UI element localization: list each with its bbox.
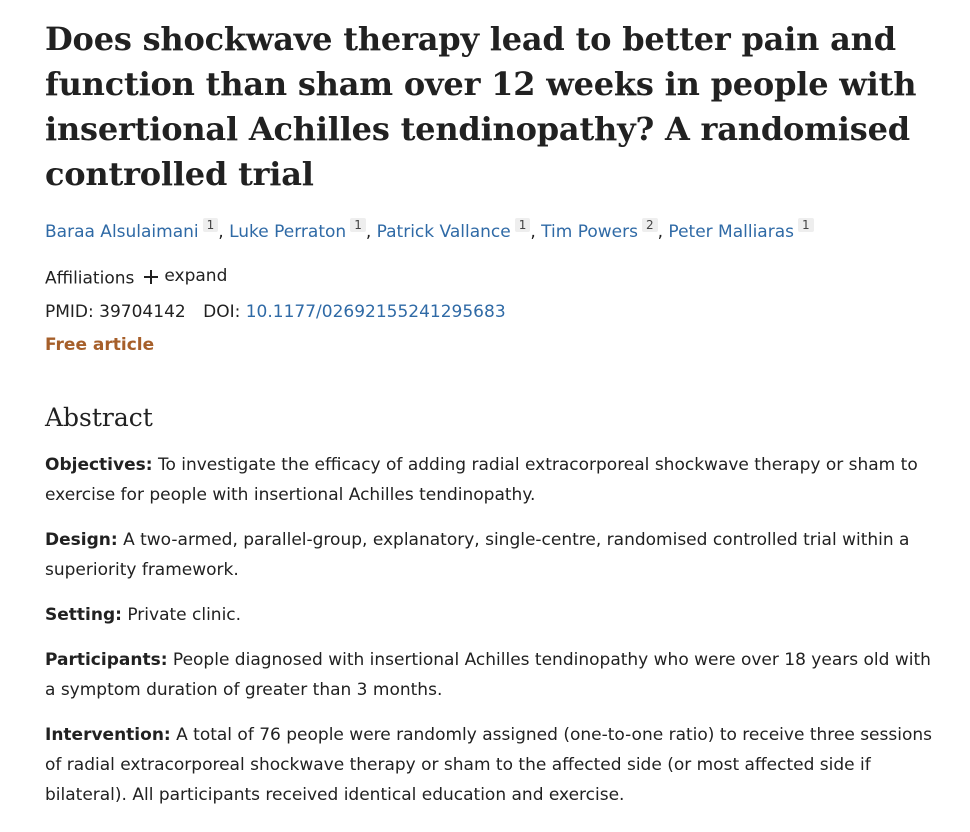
free-article-badge: Free article — [45, 334, 155, 355]
author-link[interactable]: Luke Perraton — [229, 222, 347, 242]
section-text: People diagnosed with insertional Achill… — [45, 649, 931, 700]
affiliation-number[interactable]: 1 — [514, 218, 531, 232]
section-label: Design: — [45, 529, 118, 550]
section-label: Intervention: — [45, 724, 171, 745]
plus-icon — [144, 269, 159, 284]
author-separator: , — [365, 222, 372, 242]
affiliation-number[interactable]: 2 — [641, 218, 658, 232]
abstract-section: Participants: People diagnosed with inse… — [45, 645, 940, 705]
expand-label: expand — [164, 266, 228, 286]
abstract-section: Design: A two-armed, parallel-group, exp… — [45, 525, 940, 585]
author-separator: , — [530, 222, 536, 242]
section-label: Objectives: — [45, 454, 153, 475]
pmid-value: 39704142 — [99, 301, 186, 322]
abstract-section: Setting: Private clinic. — [45, 600, 940, 630]
doi-label: DOI: — [203, 301, 241, 322]
affiliation-number[interactable]: 1 — [350, 218, 366, 232]
expand-button[interactable]: expand — [144, 260, 227, 293]
article-page: Does shockwave therapy lead to better pa… — [45, 20, 940, 810]
doi-link[interactable]: 10.1177/02692155241295683 — [245, 301, 506, 322]
section-text: Private clinic. — [127, 604, 242, 625]
section-text: A two-armed, parallel-group, explanatory… — [45, 529, 910, 580]
identifiers-row: PMID: 39704142 DOI: 10.1177/026921552412… — [45, 296, 940, 329]
article-title: Does shockwave therapy lead to better pa… — [45, 20, 917, 193]
abstract-section: Objectives: To investigate the efficacy … — [45, 450, 940, 510]
author-link[interactable]: Baraa Alsulaimani — [45, 222, 199, 242]
author-separator: , — [218, 222, 224, 242]
affiliations-row: Affiliations expand — [45, 260, 940, 296]
section-label: Participants: — [45, 649, 168, 670]
section-text: A total of 76 people were randomly assig… — [45, 724, 932, 805]
section-text: To investigate the efficacy of adding ra… — [45, 454, 918, 505]
pmid-label: PMID: — [45, 301, 94, 322]
section-label: Setting: — [45, 604, 122, 625]
author-link[interactable]: Patrick Vallance — [376, 222, 511, 242]
abstract-heading: Abstract — [45, 402, 153, 432]
affiliation-number[interactable]: 1 — [797, 218, 814, 232]
author-link[interactable]: Peter Malliaras — [668, 222, 794, 242]
author-list: Baraa Alsulaimani 1, Luke Perraton 1, Patr… — [45, 217, 940, 247]
affiliation-number[interactable]: 1 — [202, 218, 219, 232]
author-separator: , — [657, 222, 664, 242]
affiliations-label: Affiliations — [45, 268, 135, 289]
abstract-section: Intervention: A total of 76 people were … — [45, 720, 940, 810]
abstract-body: Objectives: To investigate the efficacy … — [45, 450, 940, 810]
author-link[interactable]: Tim Powers — [541, 222, 638, 242]
